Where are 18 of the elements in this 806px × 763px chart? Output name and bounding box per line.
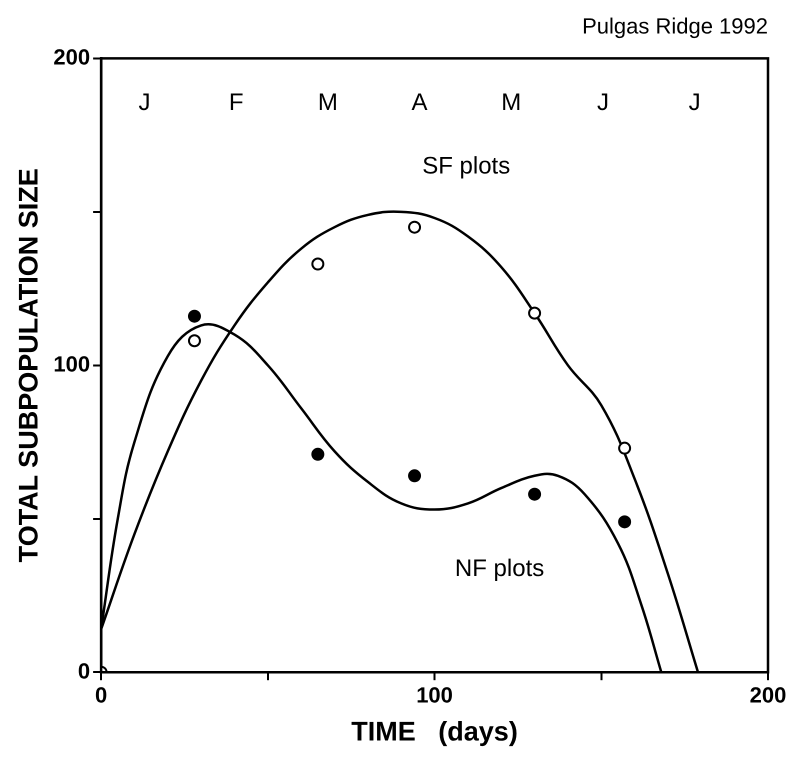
- y-tick-label: 200: [53, 44, 90, 70]
- annotation: M: [501, 89, 522, 116]
- x-tick-label: 100: [416, 682, 453, 708]
- annotation: M: [318, 89, 338, 116]
- annotation: F: [228, 89, 244, 116]
- annotation: J: [138, 89, 150, 116]
- annotation: J: [596, 89, 609, 116]
- series-label: SF plots: [422, 152, 510, 180]
- x-axis-title: TIME (days): [351, 716, 518, 746]
- annotation: A: [412, 89, 428, 116]
- annotation: J: [688, 89, 701, 116]
- chart-title: Pulgas Ridge 1992: [582, 13, 768, 38]
- x-tick-label: 200: [750, 682, 786, 708]
- y-tick-label: 100: [53, 351, 90, 376]
- x-tick-label: 0: [94, 682, 108, 708]
- series-label: NF plots: [454, 555, 544, 582]
- y-axis-title: TOTAL SUBPOPULATION SIZE: [14, 168, 44, 562]
- y-tick-label: 0: [78, 658, 90, 684]
